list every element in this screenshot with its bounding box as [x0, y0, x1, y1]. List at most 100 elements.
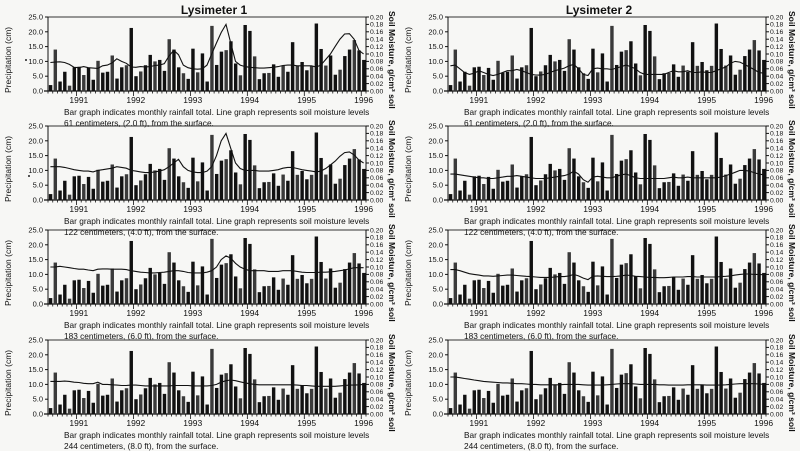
rainfall-bar: [172, 159, 175, 200]
rainfall-bar: [87, 391, 90, 414]
rainfall-bar: [267, 286, 270, 304]
rainfall-bar: [92, 189, 95, 200]
rainfall-bar: [492, 80, 495, 91]
rainfall-bar: [54, 373, 57, 414]
left-tick-label: 10.0: [428, 57, 443, 66]
rainfall-bar: [182, 73, 185, 91]
scan-speck: [28, 175, 30, 177]
left-tick-label: 0.0: [33, 87, 43, 96]
rainfall-bar: [120, 390, 123, 414]
rainfall-bar: [58, 295, 61, 304]
rainfall-bar: [577, 176, 580, 200]
rainfall-bar: [191, 158, 194, 200]
y-axis-title-precipitation: Precipitation (cm): [403, 27, 413, 93]
left-tick-label: 25.0: [428, 226, 443, 235]
right-tick-label: 0.10: [770, 51, 783, 58]
rainfall-bar: [487, 177, 490, 200]
rainfall-bar: [449, 298, 452, 304]
rainfall-bar: [300, 275, 303, 304]
left-tick-label: 15.0: [428, 151, 443, 160]
rainfall-bar: [239, 398, 242, 414]
rainfall-bar: [334, 184, 337, 200]
right-tick-label: 0.20: [370, 337, 383, 344]
right-tick-label: 0.20: [770, 227, 783, 234]
rainfall-bar: [648, 244, 651, 304]
rainfall-bar: [234, 172, 237, 200]
year-label: 1995: [697, 95, 716, 105]
rainfall-bar: [58, 405, 61, 414]
left-tick-label: 15.0: [28, 365, 43, 374]
right-tick-label: 0.14: [770, 146, 783, 153]
rainfall-bar: [534, 76, 537, 91]
rainfall-bar: [691, 255, 694, 304]
rainfall-bar: [334, 75, 337, 91]
rainfall-bar: [643, 238, 646, 304]
right-tick-label: 0.08: [770, 382, 783, 389]
rainfall-bar: [191, 49, 194, 91]
rainfall-bar: [362, 273, 365, 304]
rainfall-bar: [610, 135, 613, 200]
rainfall-bar: [473, 390, 476, 414]
rainfall-bar: [63, 181, 66, 200]
rainfall-bar: [501, 286, 504, 304]
y-axis-title-soil-moisture: Soil Moisture, g/cm³ soil: [387, 11, 397, 109]
rainfall-bar: [49, 194, 52, 200]
rainfall-bar: [724, 66, 727, 91]
left-tick-label: 25.0: [28, 336, 43, 345]
rainfall-bar: [544, 388, 547, 414]
rainfall-bar: [310, 389, 313, 414]
rainfall-bar: [658, 188, 661, 200]
right-tick-label: 0.02: [770, 294, 783, 301]
rainfall-bar: [296, 279, 299, 304]
year-label: 1995: [297, 418, 316, 428]
rainfall-bar: [63, 72, 66, 91]
rainfall-bar: [96, 170, 99, 200]
year-label: 1994: [640, 418, 659, 428]
rainfall-bar: [172, 50, 175, 91]
left-tick-label: 10.0: [28, 166, 43, 175]
right-tick-label: 0.14: [370, 146, 383, 153]
rainfall-bar: [477, 176, 480, 200]
left-tick-label: 25.0: [28, 226, 43, 235]
rainfall-bar: [700, 171, 703, 200]
right-tick-label: 0.20: [770, 337, 783, 344]
rainfall-bar: [186, 79, 189, 91]
rainfall-bar: [605, 82, 608, 91]
rainfall-bar: [281, 389, 284, 414]
rainfall-bar: [82, 398, 85, 414]
rainfall-bar: [310, 175, 313, 200]
rainfall-bar: [691, 151, 694, 200]
year-label: 1995: [297, 308, 316, 318]
rainfall-bar: [596, 395, 599, 414]
right-tick-label: 0.10: [770, 374, 783, 381]
right-tick-label: 0.12: [770, 367, 783, 374]
rainfall-bar: [639, 288, 642, 304]
rainfall-bar: [305, 393, 308, 414]
y-axis-title-soil-moisture: Soil Moisture, g/cm³ soil: [787, 120, 797, 218]
year-label: 1995: [297, 204, 316, 214]
y-axis-title-precipitation: Precipitation (cm): [403, 350, 413, 416]
rainfall-bar: [511, 268, 514, 304]
rainfall-bar: [563, 284, 566, 304]
rainfall-bar: [463, 181, 466, 200]
combo-chart: 0.05.010.015.020.025.00.000.020.040.060.…: [400, 336, 800, 444]
rainfall-bar: [73, 390, 76, 414]
right-tick-label: 0.12: [770, 257, 783, 264]
left-tick-label: 20.0: [428, 27, 443, 36]
year-label: 1992: [526, 418, 545, 428]
rainfall-bar: [210, 26, 213, 91]
rainfall-bar: [101, 182, 104, 200]
rainfall-bar: [487, 391, 490, 414]
left-tick-label: 25.0: [428, 122, 443, 131]
left-tick-label: 15.0: [28, 42, 43, 51]
right-tick-label: 0.08: [370, 272, 383, 279]
rainfall-bar: [324, 389, 327, 414]
rainfall-bar: [144, 65, 147, 91]
rainfall-bar: [615, 174, 618, 200]
rainfall-bar: [54, 159, 57, 200]
rainfall-bar: [520, 280, 523, 304]
right-tick-label: 0.04: [370, 74, 383, 81]
